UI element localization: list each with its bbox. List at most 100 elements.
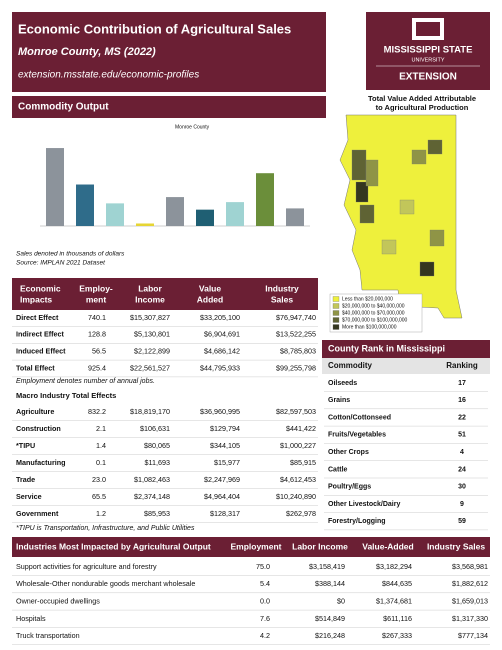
cell: $106,631 (140, 424, 170, 433)
column-header: Industry Sales (427, 541, 485, 551)
cell: 56.5 (92, 347, 106, 356)
rank-value: 22 (458, 414, 466, 421)
chart-title: Monroe County (175, 124, 210, 130)
column-header: ment (86, 294, 106, 304)
cell: 740.1 (88, 313, 106, 322)
cell: 2.1 (96, 424, 106, 433)
rank-value: 16 (458, 397, 466, 404)
county (351, 149, 367, 181)
cell: 75.0 (256, 562, 270, 571)
bar (106, 203, 124, 226)
legend-label: $20,000,000 to $40,000,000 (342, 303, 405, 309)
cell: $10,240,890 (276, 492, 316, 501)
cell: $99,255,798 (276, 363, 316, 372)
macro-title: Macro Industry Total Effects (16, 391, 116, 400)
row-label: Indirect Effect (16, 330, 65, 339)
cell: 65.5 (92, 492, 106, 501)
cell: $85,953 (144, 509, 170, 518)
county (355, 181, 369, 203)
county (359, 204, 375, 224)
url: extension.msstate.edu/economic-profiles (18, 70, 199, 81)
column-header: Value-Added (362, 541, 413, 551)
county (427, 139, 443, 155)
cell: $128,317 (210, 509, 240, 518)
row-label: Total Effect (16, 363, 55, 372)
cell: 5.4 (260, 579, 270, 588)
column-header: Industries Most Impacted by Agricultural… (16, 541, 211, 551)
county (419, 261, 435, 277)
cell: $1,659,013 (452, 597, 488, 606)
rank-value: 30 (458, 484, 466, 491)
bar (76, 184, 94, 226)
rank-commodity: Other Crops (328, 449, 369, 456)
rank-commodity: Oilseeds (328, 380, 357, 387)
cell: 0.0 (260, 597, 270, 606)
cell: $85,915 (290, 458, 316, 467)
bar (256, 173, 274, 226)
cell: $1,882,612 (452, 579, 488, 588)
cell: $441,422 (286, 424, 316, 433)
rank-commodity: Other Livestock/Dairy (328, 501, 400, 508)
cell: $36,960,995 (200, 407, 240, 416)
county (399, 199, 415, 215)
column-header: Added (197, 294, 223, 304)
row-label: Direct Effect (16, 313, 59, 322)
rank-commodity: Grains (328, 397, 350, 404)
cell: $844,635 (382, 579, 412, 588)
map-legend-box (329, 293, 423, 333)
column-header: Employment (230, 541, 281, 551)
legend-label: Less than $20,000,000 (342, 296, 393, 302)
cell: $11,693 (145, 458, 170, 467)
cell: $514,849 (315, 614, 345, 623)
cell: $611,116 (383, 614, 412, 623)
row-label: Owner-occupied dwellings (16, 597, 100, 606)
legend-label: $70,000,000 to $100,000,000 (342, 317, 408, 323)
note: *TIPU is Transportation, Infrastructure,… (16, 525, 195, 532)
cell: $777,134 (458, 631, 488, 640)
bar (286, 208, 304, 226)
column-header: Labor Income (292, 541, 348, 551)
header-band (12, 12, 326, 92)
cell: $22,561,527 (130, 363, 170, 372)
map-title: Total Value Added Attributable (368, 94, 476, 103)
cell: $344,105 (210, 441, 240, 450)
county (365, 159, 379, 187)
cell: $3,568,981 (452, 562, 488, 571)
rank-commodity: Cattle (328, 466, 348, 473)
note: Source: IMPLAN 2021 Dataset (16, 260, 106, 267)
cell: $3,182,294 (376, 562, 412, 571)
map-counties (351, 139, 445, 277)
cell: $13,522,255 (276, 330, 316, 339)
rank-value: 4 (460, 449, 464, 456)
row-label: Hospitals (16, 614, 46, 623)
cell: $4,964,404 (204, 492, 240, 501)
county (429, 229, 445, 247)
row-label: Induced Effect (16, 347, 66, 356)
cell: $0 (337, 597, 345, 606)
cell: $3,158,419 (309, 562, 345, 571)
bar (46, 148, 64, 226)
cell: $82,597,503 (276, 407, 316, 416)
subtitle: Monroe County, MS (2022) (18, 46, 156, 58)
bar (196, 209, 214, 226)
legend-swatch (332, 296, 340, 302)
column-header: Value (199, 283, 221, 293)
cell: 1.2 (96, 509, 106, 518)
cell: $2,122,899 (134, 347, 170, 356)
rank-subheader (322, 358, 490, 374)
cell: $33,205,100 (200, 313, 240, 322)
legend-swatch (332, 310, 340, 316)
legend-label: More than $100,000,000 (342, 324, 397, 330)
rank-value: 9 (460, 501, 464, 508)
row-label: Agriculture (16, 407, 54, 416)
row-label: Service (16, 492, 42, 501)
rank-value: 24 (458, 466, 466, 473)
logo-university: UNIVERSITY (411, 57, 444, 63)
cell: $2,374,148 (134, 492, 170, 501)
cell: $4,612,453 (280, 475, 316, 484)
rank-header-band (322, 340, 490, 358)
logo-extension: EXTENSION (399, 72, 457, 83)
county (381, 239, 397, 255)
cell: $15,307,827 (130, 313, 170, 322)
